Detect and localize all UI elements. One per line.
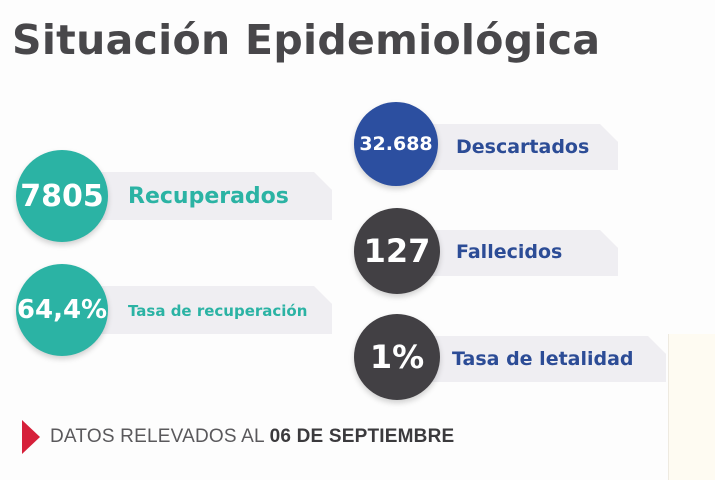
label-banner [100,172,332,220]
label-banner [430,336,666,382]
label-banner [430,230,618,276]
label-banner [100,286,332,334]
stat-label: Tasa de recuperación [128,302,308,320]
stat-circle: 64,4% [16,264,108,356]
footer-text: DATOS RELEVADOS AL 06 DE SEPTIEMBRE [50,426,454,448]
stat-label: Fallecidos [456,241,563,263]
footer-note: DATOS RELEVADOS AL 06 DE SEPTIEMBRE [22,420,454,454]
stat-circle: 127 [354,208,440,294]
stat-circle: 1% [354,314,440,400]
footer-prefix: DATOS RELEVADOS AL [50,426,270,447]
stat-label: Tasa de letalidad [452,348,634,370]
label-banner [430,124,618,170]
side-panel [668,334,715,480]
stat-circle: 32.688 [354,102,438,186]
stat-circle: 7805 [16,150,108,242]
stat-label: Descartados [456,136,590,158]
stat-label: Recuperados [128,184,289,209]
footer-date: 06 DE SEPTIEMBRE [269,426,455,447]
triangle-marker-icon [22,420,40,454]
page-title: Situación Epidemiológica [12,16,601,64]
